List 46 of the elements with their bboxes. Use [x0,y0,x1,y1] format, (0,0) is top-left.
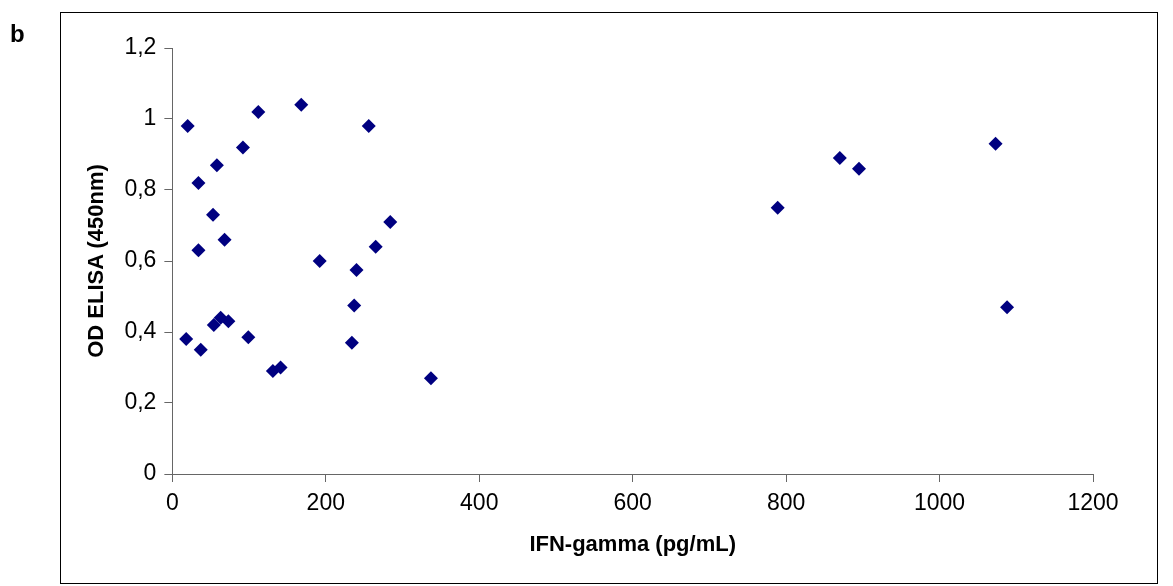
x-tick-label: 1200 [1067,489,1119,516]
point [180,119,195,134]
point [251,104,266,119]
point [241,330,256,345]
point [193,342,208,357]
y-tick-label: 0 [143,459,157,486]
point [191,243,206,258]
x-tick-label: 0 [165,489,179,516]
point [383,214,398,229]
y-tick-label: 1 [143,104,157,131]
point [191,175,206,190]
point [361,119,376,134]
point [344,335,359,350]
point [852,161,867,176]
point [312,254,327,268]
point [988,136,1003,151]
point [221,314,236,329]
y-tick-label: 1,2 [124,33,157,60]
x-tick-label: 800 [766,489,806,516]
point [347,298,362,313]
y-tick-label: 0,8 [124,175,157,202]
point [349,262,364,277]
y-tick-label: 0,4 [124,317,157,344]
x-tick-label: 200 [306,489,345,516]
point [209,158,224,173]
point [206,207,221,222]
y-axis-title: OD ELISA (450nm) [83,164,109,358]
text: b [10,20,25,48]
point [1000,300,1015,315]
y-tick-label: 0,6 [124,246,157,273]
point [832,151,847,166]
x-tick-label: 600 [613,489,652,516]
point [217,232,232,247]
point [235,140,250,155]
point [273,360,288,375]
x-axis-title: IFN-gamma (pg/mL) [529,530,736,556]
point [294,97,309,112]
x-tick-label: 1000 [913,489,966,516]
point [179,332,194,347]
point [265,364,280,379]
point [206,317,221,332]
point [770,200,785,215]
point [423,371,438,386]
x-tick-label: 400 [460,489,499,516]
point [368,239,383,254]
y-tick-label: 0,2 [124,388,157,415]
